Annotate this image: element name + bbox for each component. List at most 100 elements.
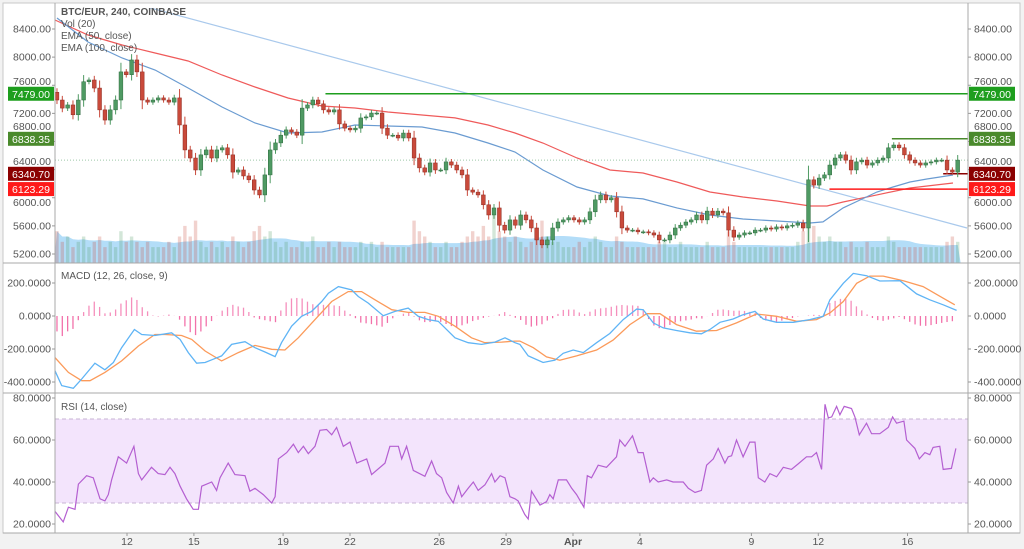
candle-body bbox=[673, 227, 678, 236]
candle bbox=[886, 143, 891, 163]
volume-bar bbox=[337, 241, 342, 263]
candle-body bbox=[577, 219, 582, 223]
candle-body bbox=[630, 229, 635, 232]
candle-body bbox=[262, 174, 267, 196]
candle bbox=[907, 151, 912, 164]
candle bbox=[763, 225, 768, 233]
candle bbox=[507, 215, 513, 235]
volume-bar bbox=[737, 247, 741, 263]
rsi-pane[interactable] bbox=[55, 404, 968, 524]
right-axis-label: 6000.00 bbox=[974, 197, 1012, 209]
candle-body bbox=[603, 194, 609, 201]
candle bbox=[177, 89, 182, 134]
left-axis-label: 0.0000 bbox=[19, 311, 51, 323]
candle bbox=[518, 210, 523, 230]
candle bbox=[731, 226, 736, 241]
candle bbox=[150, 97, 156, 105]
price-pane[interactable] bbox=[54, 3, 968, 263]
candle bbox=[928, 159, 934, 166]
right-axis-label: 7200.00 bbox=[974, 108, 1012, 120]
candle-body bbox=[379, 112, 385, 129]
candle-body bbox=[795, 222, 800, 226]
rsi-band bbox=[55, 419, 968, 503]
volume-bar bbox=[252, 231, 256, 263]
candle-body bbox=[406, 132, 411, 139]
candle bbox=[470, 187, 475, 195]
candle bbox=[273, 139, 278, 154]
candle-body bbox=[806, 179, 811, 229]
candle-body bbox=[481, 194, 486, 206]
candle-body bbox=[385, 127, 390, 136]
candle-body bbox=[843, 154, 848, 161]
candle-body bbox=[294, 131, 299, 136]
candle-body bbox=[465, 174, 470, 191]
volume-bar bbox=[716, 247, 720, 263]
candle bbox=[545, 236, 550, 249]
candle-body bbox=[150, 99, 156, 103]
candle-body bbox=[390, 134, 395, 137]
volume-bar bbox=[518, 241, 523, 263]
candle-body bbox=[177, 97, 182, 126]
candle-body bbox=[65, 104, 70, 109]
price-tag-left bbox=[8, 182, 54, 197]
volume-bar bbox=[582, 247, 587, 263]
volume-bar bbox=[524, 247, 528, 263]
candle-body bbox=[523, 214, 529, 221]
candle-body bbox=[753, 229, 758, 234]
volume-bar bbox=[428, 241, 432, 263]
price-tag-left-label: 6340.70 bbox=[12, 169, 50, 181]
candle-body bbox=[161, 97, 166, 101]
volume-bar bbox=[385, 247, 390, 263]
candle-body bbox=[769, 227, 774, 230]
left-axis-label: 7200.00 bbox=[13, 108, 51, 120]
volume-bar bbox=[812, 225, 816, 263]
candle bbox=[918, 160, 923, 168]
volume-bar bbox=[209, 241, 214, 263]
left-axis-label: 7600.00 bbox=[13, 76, 51, 88]
candle-body bbox=[657, 234, 662, 241]
volume-bar bbox=[620, 241, 624, 263]
volume-bar bbox=[913, 247, 917, 263]
volume-bar bbox=[780, 247, 784, 263]
candle bbox=[326, 107, 331, 115]
candle-body bbox=[284, 129, 289, 136]
right-axis-label: 40.0000 bbox=[974, 477, 1012, 489]
macd-pane[interactable] bbox=[55, 272, 957, 390]
left-axis-label: 20.0000 bbox=[13, 519, 51, 531]
candle bbox=[331, 107, 337, 115]
candle-body bbox=[838, 154, 843, 159]
candle-body bbox=[278, 134, 283, 144]
volume-bar bbox=[215, 247, 219, 263]
candle-body bbox=[832, 157, 838, 166]
candle bbox=[140, 62, 145, 110]
candle bbox=[726, 206, 731, 237]
volume-bar bbox=[423, 236, 427, 263]
candle-body bbox=[305, 104, 310, 109]
volume-bar bbox=[822, 241, 827, 263]
candle bbox=[758, 227, 763, 233]
candle-body bbox=[593, 199, 598, 213]
candle bbox=[108, 105, 113, 125]
candle bbox=[129, 54, 134, 81]
volume-bar bbox=[119, 231, 123, 263]
candle bbox=[896, 142, 902, 151]
candle-body bbox=[539, 239, 545, 246]
candle bbox=[870, 160, 875, 168]
candle-body bbox=[571, 217, 577, 221]
candle bbox=[182, 116, 188, 159]
candle-body bbox=[204, 149, 209, 156]
candle-body bbox=[944, 159, 950, 171]
right-axis-label: 8000.00 bbox=[974, 52, 1012, 64]
candle bbox=[577, 217, 582, 225]
candle bbox=[305, 102, 310, 112]
candle-body bbox=[310, 99, 315, 106]
candle-body bbox=[299, 107, 305, 136]
volume-bar bbox=[502, 236, 507, 263]
x-axis-label: 16 bbox=[902, 536, 914, 548]
volume-bar bbox=[311, 236, 315, 263]
right-axis-label: 7600.00 bbox=[974, 76, 1012, 88]
candle-body bbox=[939, 159, 944, 162]
candle-body bbox=[779, 226, 784, 229]
price-tag-right bbox=[969, 86, 1015, 101]
